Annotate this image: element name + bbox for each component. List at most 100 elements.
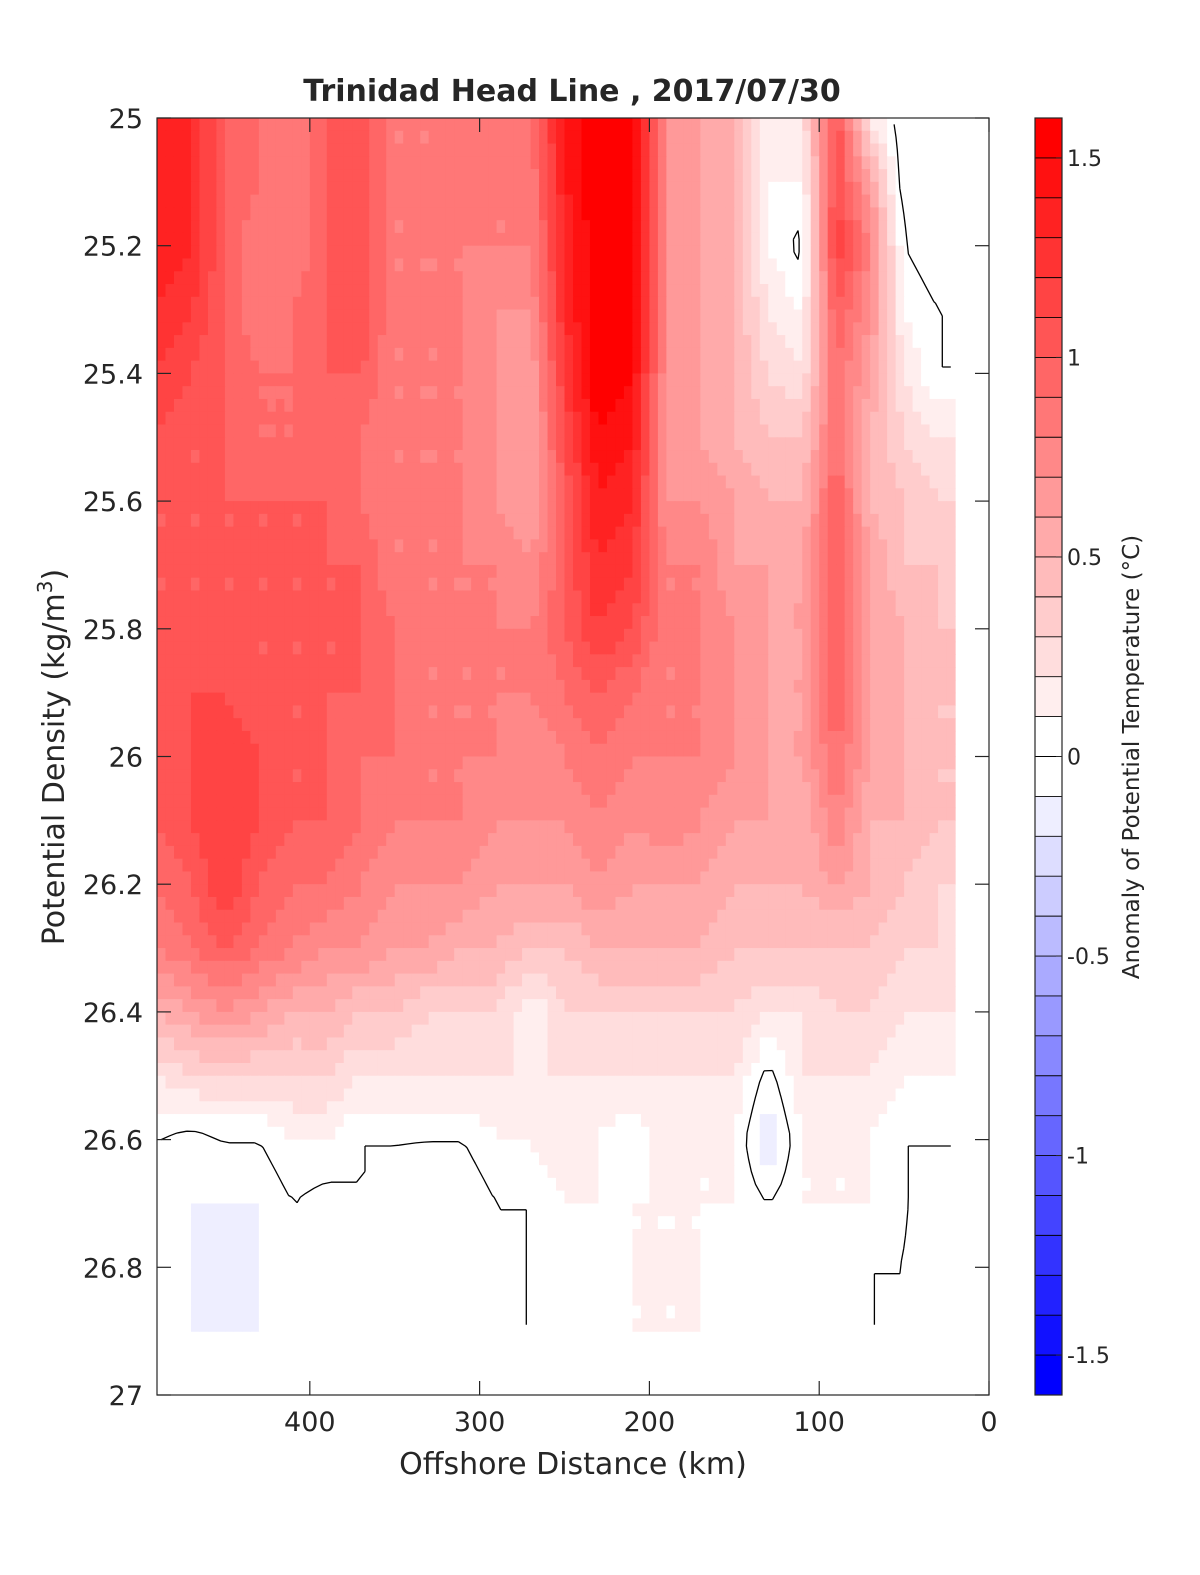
contour-cell — [471, 526, 481, 541]
contour-cell — [581, 284, 591, 298]
contour-cell — [207, 743, 218, 758]
contour-cell — [810, 194, 820, 208]
contour-cell — [496, 450, 506, 464]
contour-cell — [513, 475, 523, 489]
contour-cell — [844, 577, 854, 592]
contour-cell — [929, 411, 939, 426]
contour-cell — [360, 437, 370, 451]
contour-cell — [912, 705, 922, 719]
contour-cell — [606, 181, 617, 196]
contour-cell — [530, 309, 540, 323]
contour-cell — [199, 386, 209, 400]
contour-cell — [912, 679, 922, 694]
contour-cell — [573, 743, 583, 758]
contour-cell — [233, 488, 243, 502]
contour-cell — [827, 616, 837, 630]
contour-cell — [717, 220, 727, 234]
contour-cell — [207, 705, 218, 719]
contour-cell — [666, 743, 676, 758]
contour-cell — [343, 296, 353, 311]
contour-cell — [802, 628, 812, 643]
contour-cell — [462, 271, 472, 285]
contour-cell — [887, 718, 897, 732]
contour-cell — [267, 603, 277, 617]
contour-cell — [445, 603, 455, 617]
contour-cell — [471, 347, 481, 362]
contour-cell — [589, 552, 600, 566]
contour-cell — [496, 705, 506, 719]
contour-cell — [182, 603, 192, 617]
contour-cell — [318, 181, 328, 196]
contour-cell — [573, 398, 583, 413]
contour-cell — [768, 181, 778, 196]
contour-cell — [564, 143, 574, 157]
contour-cell — [853, 501, 863, 515]
contour-cell — [674, 232, 684, 247]
contour-cell — [581, 271, 591, 285]
contour-cell — [386, 743, 396, 758]
contour-cell — [309, 679, 319, 694]
contour-cell — [725, 271, 735, 285]
contour-cell — [666, 424, 676, 438]
contour-cell — [751, 552, 761, 566]
contour-cell — [267, 743, 277, 758]
contour-cell — [912, 552, 922, 566]
contour-cell — [173, 794, 184, 809]
contour-cell — [462, 488, 472, 502]
contour-cell — [844, 284, 854, 298]
contour-cell — [734, 271, 744, 285]
contour-cell — [921, 245, 931, 260]
contour-cell — [929, 143, 939, 157]
contour-cell — [556, 475, 566, 489]
contour-cell — [598, 347, 608, 362]
contour-cell — [479, 271, 489, 285]
contour-cell — [904, 181, 914, 196]
contour-cell — [343, 309, 353, 323]
contour-cell — [640, 398, 651, 413]
contour-cell — [343, 603, 353, 617]
contour-cell — [615, 373, 625, 387]
contour-cell — [403, 322, 413, 336]
contour-cell — [284, 488, 294, 502]
contour-cell — [870, 756, 880, 770]
contour-cell — [190, 679, 201, 694]
contour-cell — [224, 322, 235, 336]
contour-cell — [199, 437, 209, 451]
contour-cell — [598, 232, 608, 247]
contour-cell — [241, 501, 251, 515]
contour-cell — [691, 411, 701, 426]
contour-cell — [496, 398, 506, 413]
contour-cell — [403, 756, 413, 770]
contour-cell — [224, 718, 235, 732]
contour-cell — [190, 475, 201, 489]
contour-cell — [496, 181, 506, 196]
contour-cell — [632, 245, 642, 260]
contour-cell — [768, 450, 778, 464]
contour-cell — [216, 118, 226, 132]
contour-cell — [878, 220, 888, 234]
contour-cell — [853, 437, 863, 451]
contour-cell — [615, 679, 625, 694]
contour-cell — [615, 513, 625, 528]
contour-cell — [700, 501, 710, 515]
contour-cell — [326, 245, 336, 260]
contour-cell — [479, 730, 489, 745]
contour-cell — [861, 118, 871, 132]
contour-cell — [335, 756, 345, 770]
contour-cell — [547, 628, 557, 643]
contour-cell — [649, 718, 659, 732]
contour-cell — [522, 590, 532, 604]
contour-cell — [929, 564, 939, 579]
contour-cell — [742, 782, 752, 796]
contour-cell — [207, 590, 218, 604]
contour-cell — [649, 386, 659, 400]
contour-cell — [691, 679, 701, 694]
contour-cell — [700, 347, 710, 362]
contour-cell — [589, 296, 600, 311]
contour-cell — [233, 718, 243, 732]
contour-cell — [318, 437, 328, 451]
contour-cell — [887, 232, 897, 247]
contour-cell — [556, 335, 566, 349]
contour-cell — [513, 169, 523, 183]
contour-cell — [734, 232, 744, 247]
